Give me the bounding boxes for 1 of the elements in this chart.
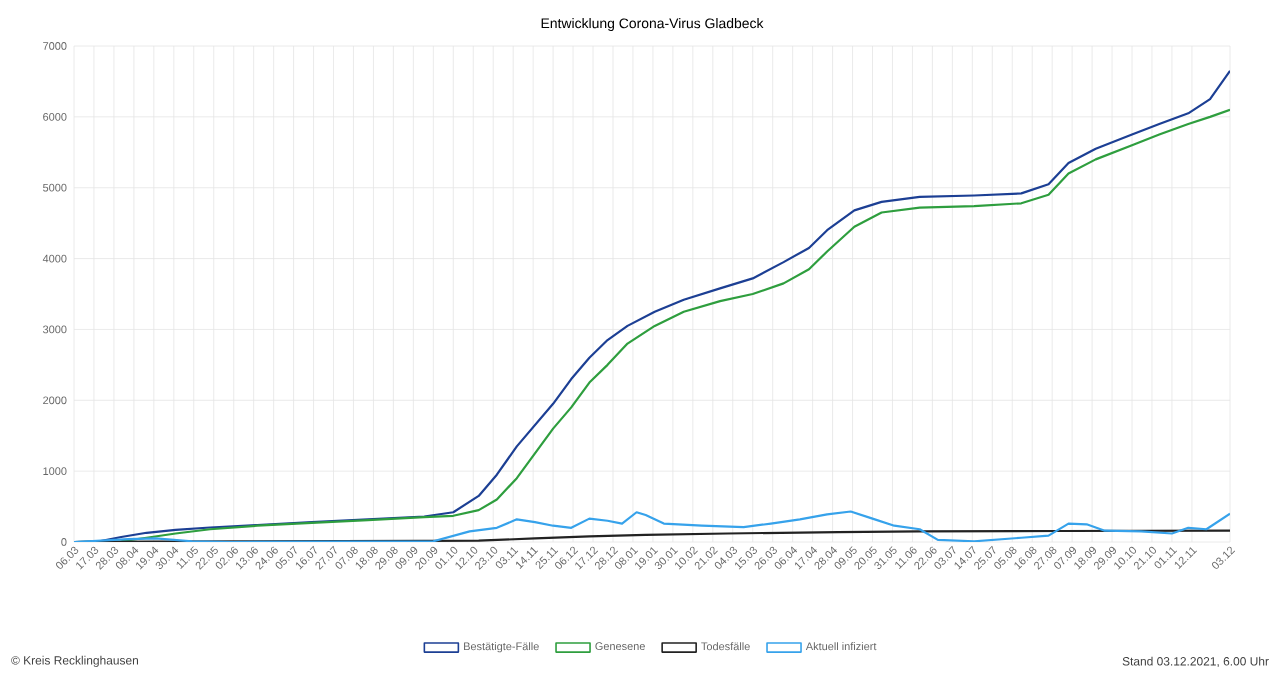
line-series: [74, 510, 1231, 542]
